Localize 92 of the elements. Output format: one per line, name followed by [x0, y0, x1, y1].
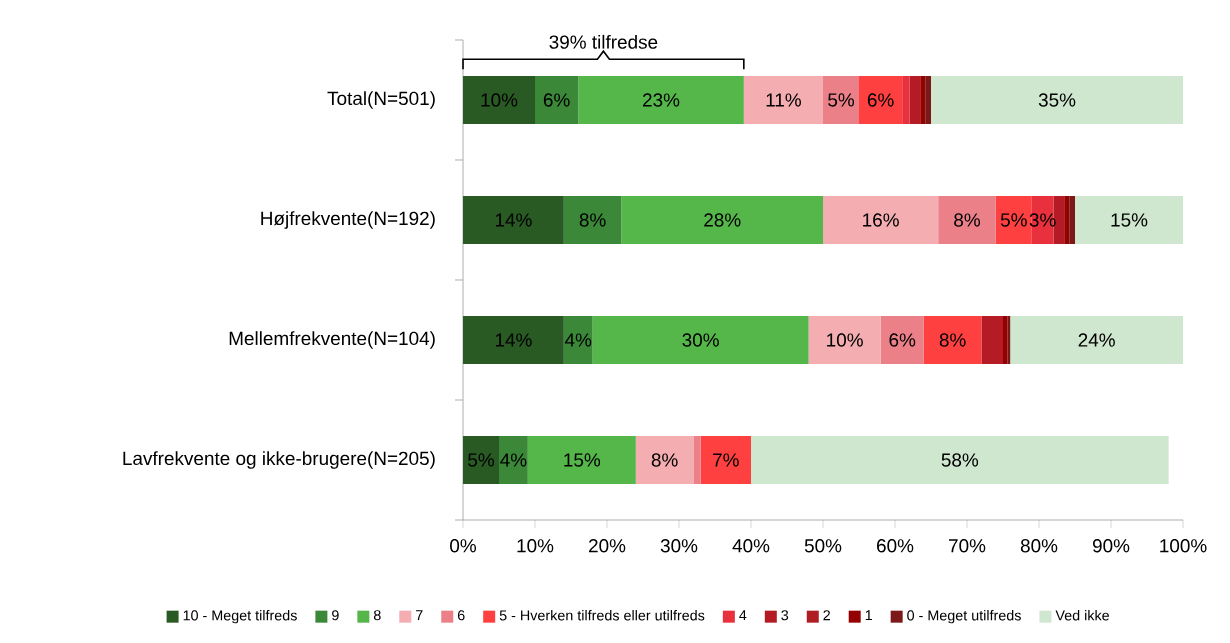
- data-label: 58%: [941, 453, 979, 467]
- x-tick-label: 50%: [804, 539, 842, 553]
- data-label: 8%: [954, 213, 981, 227]
- bar: [463, 436, 500, 485]
- legend-label: 0 - Meget utilfreds: [907, 609, 1021, 624]
- bar: [1064, 196, 1070, 245]
- x-tick-label: 20%: [589, 539, 626, 553]
- data-label: 3%: [1029, 213, 1056, 227]
- bar: [635, 436, 694, 485]
- bar: [808, 316, 881, 365]
- data-label: 15%: [564, 453, 601, 467]
- bar: [535, 76, 579, 124]
- data-label: 8%: [579, 213, 606, 227]
- bar: [1010, 316, 1184, 365]
- bar: [463, 316, 564, 365]
- bar: [463, 196, 564, 245]
- x-tick-label: 40%: [732, 539, 770, 553]
- data-label: 24%: [1078, 333, 1115, 347]
- data-label: 5%: [1000, 213, 1027, 227]
- bar: [931, 76, 1184, 124]
- data-label: 5%: [468, 453, 495, 467]
- bar: [923, 316, 982, 365]
- data-label: 15%: [1111, 213, 1148, 227]
- y-tick-label: Højfrekvente(N=192): [261, 211, 435, 229]
- bar: [938, 196, 996, 245]
- bar: [1003, 316, 1008, 365]
- data-label: 28%: [704, 213, 741, 227]
- legend-label: 8: [373, 610, 381, 621]
- bar: [909, 76, 921, 124]
- legend-label: 6: [457, 610, 465, 621]
- legend-label: 9: [332, 610, 339, 621]
- legend-label: 7: [416, 610, 423, 621]
- data-label: 6%: [889, 333, 916, 347]
- x-tick-label: 90%: [1092, 539, 1130, 553]
- bar: [693, 436, 701, 485]
- bar: [499, 436, 528, 485]
- legend-label: 10 - Meget tilfreds: [183, 609, 297, 624]
- y-tick-label: Total(N=501): [327, 91, 435, 109]
- bar: [1075, 196, 1184, 245]
- x-tick-label: 60%: [877, 539, 914, 553]
- bar: [823, 76, 860, 124]
- bar: [751, 436, 1169, 485]
- bar: [1069, 196, 1076, 245]
- data-label: 23%: [643, 93, 680, 107]
- legend-label: 3: [781, 610, 789, 621]
- data-label: 14%: [495, 333, 532, 347]
- data-label: 4%: [500, 453, 527, 467]
- annotation: 39% tilfredse: [549, 34, 658, 49]
- bar: [981, 316, 1004, 365]
- x-tick-label: 80%: [1020, 539, 1058, 553]
- bar: [563, 196, 622, 245]
- legend-label: 2: [823, 610, 830, 621]
- data-label: 35%: [1038, 93, 1076, 107]
- legend-label: Ved ikke: [1055, 609, 1110, 621]
- x-tick-label: 30%: [660, 539, 698, 553]
- bar: [920, 76, 926, 124]
- data-label: 6%: [543, 93, 570, 107]
- bar: [1007, 316, 1011, 365]
- x-tick-label: 70%: [949, 539, 986, 553]
- data-label: 30%: [682, 333, 719, 347]
- bar: [578, 76, 744, 124]
- bar: [700, 436, 752, 485]
- y-tick-label: Lavfrekvente og ikke-brugere(N=205): [123, 451, 435, 469]
- legend-label: 4: [739, 610, 747, 621]
- bar: [859, 76, 903, 124]
- data-label: 14%: [495, 213, 532, 227]
- x-tick-label: 100%: [1160, 539, 1207, 553]
- data-label: 11%: [766, 93, 801, 107]
- bar: [592, 316, 809, 365]
- data-label: 10%: [827, 333, 863, 347]
- data-label: 10%: [481, 93, 518, 107]
- bar: [743, 76, 824, 124]
- bar: [925, 76, 932, 124]
- bar: [527, 436, 636, 485]
- bar: [621, 196, 824, 245]
- data-label: 8%: [651, 453, 678, 467]
- data-label: 6%: [867, 93, 894, 107]
- data-label: 4%: [564, 333, 592, 347]
- y-tick-label: Mellemfrekvente(N=104): [229, 331, 435, 349]
- data-label: 16%: [863, 213, 899, 227]
- data-label: 5%: [828, 93, 855, 107]
- data-label: 8%: [939, 333, 966, 347]
- bar: [823, 196, 939, 245]
- bar: [563, 316, 593, 365]
- bar: [902, 76, 910, 124]
- legend-label: 1: [865, 610, 872, 621]
- x-tick-label: 10%: [517, 539, 554, 553]
- bar: [463, 76, 536, 124]
- bar: [880, 316, 924, 365]
- x-tick-label: 0%: [450, 539, 477, 553]
- data-label: 7%: [713, 453, 739, 467]
- legend-label: 5 - Hverken tilfreds eller utilfreds: [499, 609, 705, 621]
